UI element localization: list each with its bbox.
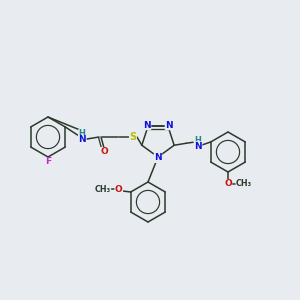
Text: F: F: [45, 158, 51, 166]
Text: O: O: [224, 179, 232, 188]
Text: S: S: [129, 132, 137, 142]
Text: O: O: [100, 148, 108, 157]
Text: N: N: [78, 136, 86, 145]
Text: H: H: [79, 130, 86, 139]
Text: N: N: [154, 154, 162, 163]
Text: CH₃: CH₃: [236, 179, 252, 188]
Text: N: N: [165, 121, 173, 130]
Text: N: N: [194, 142, 202, 151]
Text: CH₃: CH₃: [94, 184, 111, 194]
Text: N: N: [143, 121, 151, 130]
Text: O: O: [115, 184, 123, 194]
Text: H: H: [195, 136, 202, 145]
